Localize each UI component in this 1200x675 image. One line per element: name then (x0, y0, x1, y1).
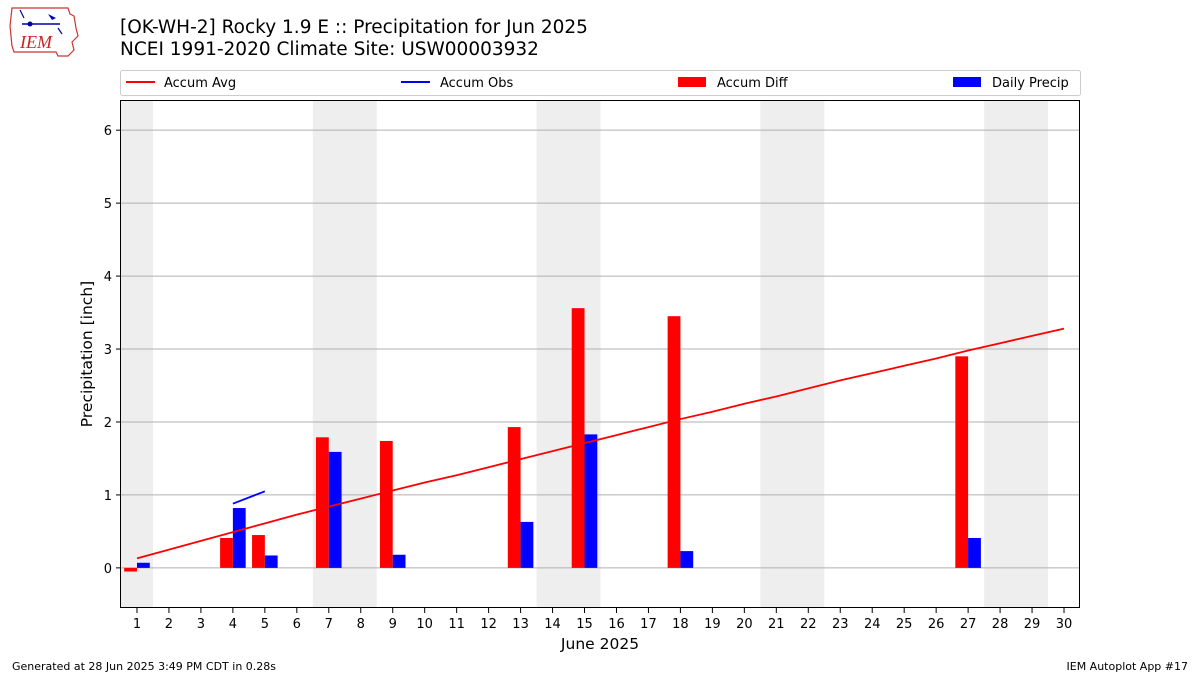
y-tick-label: 3 (104, 343, 112, 358)
bar-daily-precip (264, 555, 278, 568)
x-tick-label: 5 (261, 617, 269, 632)
plot-frame (120, 100, 1080, 608)
x-tick-label: 4 (229, 617, 237, 632)
legend-label-accum-obs: Accum Obs (440, 76, 513, 91)
bar-accum-diff (507, 427, 521, 568)
x-tick-label: 8 (357, 617, 365, 632)
x-tick-label: 24 (864, 617, 881, 632)
weekend-shade (984, 101, 1049, 608)
y-tick-label: 0 (104, 562, 112, 577)
x-tick-label: 13 (512, 617, 529, 632)
logo-text: IEM (19, 32, 53, 52)
x-tick-label: 3 (197, 617, 205, 632)
x-tick-label: 27 (960, 617, 977, 632)
x-tick-label: 15 (576, 617, 593, 632)
bar-accum-diff (571, 308, 585, 568)
bar-accum-diff (124, 567, 137, 572)
legend-label-accum-avg: Accum Avg (164, 76, 236, 91)
bar-daily-precip (392, 554, 406, 568)
bar-daily-precip (680, 551, 694, 568)
x-tick-label: 10 (416, 617, 433, 632)
bar-daily-precip (520, 521, 534, 568)
x-tick-label: 21 (768, 617, 785, 632)
x-tick-label: 20 (736, 617, 753, 632)
x-tick-label: 16 (608, 617, 625, 632)
bar-daily-precip (968, 537, 981, 568)
x-tick-label: 29 (1024, 617, 1041, 632)
x-tick-label: 23 (832, 617, 849, 632)
legend-label-daily-precip: Daily Precip (992, 76, 1069, 91)
weekend-shade (121, 101, 153, 608)
y-tick-label: 4 (104, 270, 112, 285)
x-tick-label: 28 (992, 617, 1009, 632)
legend: Accum Avg Accum Obs Accum Diff Daily Pre… (120, 70, 1081, 96)
y-tick-label: 2 (104, 416, 112, 431)
bar-accum-diff (315, 437, 329, 568)
legend-swatch-daily-precip (953, 77, 981, 87)
x-tick-label: 25 (896, 617, 913, 632)
legend-label-accum-diff: Accum Diff (717, 76, 789, 91)
y-axis-title: Precipitation [inch] (78, 281, 96, 427)
legend-swatch-accum-diff (678, 77, 706, 87)
x-tick-label: 7 (325, 617, 333, 632)
x-tick-label: 26 (928, 617, 945, 632)
bar-daily-precip (232, 508, 246, 568)
x-tick-label: 19 (704, 617, 721, 632)
y-tick-label: 5 (104, 197, 112, 212)
line-accum-avg (136, 327, 1065, 560)
y-tick-label: 6 (104, 124, 112, 139)
bar-accum-diff (220, 537, 233, 568)
x-tick-label: 30 (1056, 617, 1073, 632)
footer-app: IEM Autoplot App #17 (1066, 660, 1189, 673)
x-tick-label: 12 (480, 617, 497, 632)
bar-daily-precip (136, 562, 150, 568)
x-tick-label: 2 (165, 617, 173, 632)
x-tick-label: 1 (133, 617, 141, 632)
x-tick-label: 6 (293, 617, 301, 632)
bar-daily-precip (584, 434, 598, 568)
bar-accum-diff (667, 316, 681, 568)
line-accum-obs (232, 490, 266, 505)
x-tick-label: 14 (544, 617, 561, 632)
bar-accum-diff (252, 535, 265, 568)
x-tick-label: 9 (389, 617, 397, 632)
chart-title: [OK-WH-2] Rocky 1.9 E :: Precipitation f… (120, 17, 588, 38)
chart-subtitle: NCEI 1991-2020 Climate Site: USW00003932 (120, 39, 539, 60)
x-tick-label: 22 (800, 617, 817, 632)
x-tick-label: 18 (672, 617, 689, 632)
footer-generated: Generated at 28 Jun 2025 3:49 PM CDT in … (12, 660, 277, 673)
bar-daily-precip (328, 451, 342, 568)
y-tick-label: 1 (104, 489, 112, 504)
bar-accum-diff (379, 440, 393, 568)
bar-accum-diff (955, 356, 969, 568)
iem-logo: IEM (9, 7, 79, 57)
x-axis-title: June 2025 (560, 635, 639, 653)
x-tick-label: 11 (448, 617, 465, 632)
weekend-shade (760, 101, 825, 608)
x-tick-label: 17 (640, 617, 657, 632)
